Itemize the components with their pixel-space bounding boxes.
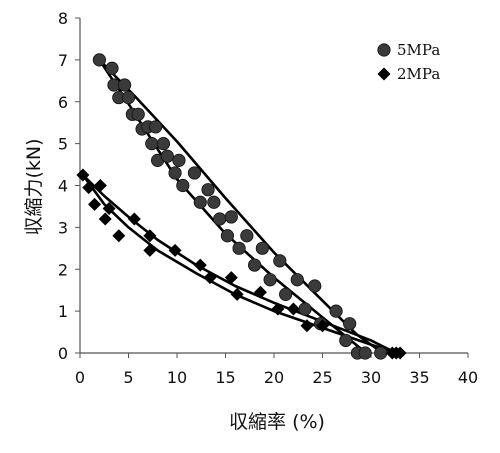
- data-point-2MPa: [253, 285, 267, 299]
- data-point-2MPa: [98, 212, 112, 226]
- data-point-2MPa: [82, 181, 96, 195]
- data-point-5MPa: [156, 137, 171, 151]
- x-tick-label: 35: [409, 368, 429, 387]
- data-point-5MPa: [105, 61, 119, 75]
- legend-marker-2MPa: [377, 67, 391, 81]
- y-tick-label: 1: [58, 302, 68, 321]
- legend: 5MPa 2MPa: [377, 41, 440, 83]
- data-point-2MPa: [143, 229, 157, 243]
- data-point-2MPa: [76, 168, 90, 182]
- data-point-5MPa: [273, 254, 287, 268]
- y-tick-label: 0: [58, 344, 68, 363]
- axes: 0 1 2 3 4 5 6 7 8 0 5 10 15 20 25 30 35 40: [58, 9, 478, 387]
- x-tick-label: 0: [75, 368, 85, 387]
- data-point-2MPa: [316, 319, 329, 333]
- data-point-5MPa: [187, 166, 202, 180]
- y-tick-label: 6: [58, 93, 68, 112]
- data-point-5MPa: [358, 346, 372, 360]
- x-tick-label: 40: [458, 368, 478, 387]
- x-tick-label: 10: [167, 368, 187, 387]
- data-point-2MPa: [300, 319, 314, 333]
- y-tick-label: 3: [58, 218, 68, 237]
- data-point-5MPa: [160, 149, 174, 163]
- data-point-2MPa: [286, 302, 300, 316]
- data-point-5MPa: [298, 302, 312, 316]
- data-point-5MPa: [220, 229, 235, 243]
- data-point-2MPa: [112, 229, 126, 243]
- x-axis-title: 収縮率 (%): [229, 411, 325, 433]
- data-markers: [76, 53, 407, 360]
- x-tick-label: 15: [215, 368, 235, 387]
- data-point-2MPa: [230, 287, 244, 301]
- data-point-5MPa: [193, 195, 207, 209]
- data-point-5MPa: [176, 178, 190, 193]
- data-point-2MPa: [88, 197, 102, 211]
- data-point-2MPa: [203, 271, 217, 285]
- fit-curve-2MPa-upper: [81, 174, 397, 355]
- data-point-2MPa: [393, 346, 407, 360]
- legend-label-2MPa: 2MPa: [397, 65, 440, 83]
- data-point-5MPa: [131, 107, 145, 121]
- data-point-5MPa: [201, 183, 215, 197]
- y-tick-label: 7: [58, 51, 68, 70]
- data-point-2MPa: [224, 271, 238, 285]
- x-tick-label: 30: [361, 368, 381, 387]
- x-tick-label: 5: [123, 368, 133, 387]
- data-point-5MPa: [118, 78, 132, 92]
- data-point-5MPa: [232, 241, 246, 255]
- data-point-5MPa: [213, 212, 227, 226]
- data-point-2MPa: [143, 243, 157, 257]
- y-tick-label: 8: [58, 9, 68, 28]
- data-point-2MPa: [127, 212, 141, 226]
- data-point-2MPa: [193, 258, 207, 272]
- data-point-5MPa: [343, 317, 357, 331]
- data-point-5MPa: [149, 120, 163, 134]
- legend-label-5MPa: 5MPa: [397, 41, 440, 59]
- data-point-5MPa: [168, 166, 182, 180]
- data-point-5MPa: [92, 53, 107, 67]
- data-point-2MPa: [271, 302, 285, 316]
- data-point-2MPa: [168, 243, 182, 257]
- x-tick-label: 25: [312, 368, 332, 387]
- data-point-5MPa: [279, 287, 293, 301]
- data-point-5MPa: [248, 258, 262, 272]
- data-point-5MPa: [207, 195, 221, 209]
- data-point-5MPa: [308, 279, 322, 293]
- data-point-2MPa: [102, 202, 116, 216]
- y-axis-title: 収縮力(kN): [23, 138, 45, 235]
- data-point-5MPa: [290, 273, 304, 287]
- data-point-5MPa: [240, 229, 254, 243]
- y-tick-label: 5: [58, 135, 68, 154]
- y-tick-label: 2: [58, 260, 68, 279]
- data-point-5MPa: [224, 210, 238, 224]
- data-point-5MPa: [263, 273, 277, 287]
- x-tick-label: 20: [264, 368, 284, 387]
- legend-marker-5MPa: [377, 43, 391, 57]
- data-point-5MPa: [339, 333, 353, 348]
- data-point-5MPa: [172, 153, 186, 167]
- data-point-5MPa: [374, 346, 388, 360]
- data-point-5MPa: [255, 241, 269, 255]
- data-point-2MPa: [93, 179, 107, 192]
- y-tick-label: 4: [58, 177, 68, 196]
- data-point-5MPa: [121, 90, 136, 105]
- data-point-5MPa: [329, 304, 343, 318]
- data-point-5MPa: [145, 137, 159, 151]
